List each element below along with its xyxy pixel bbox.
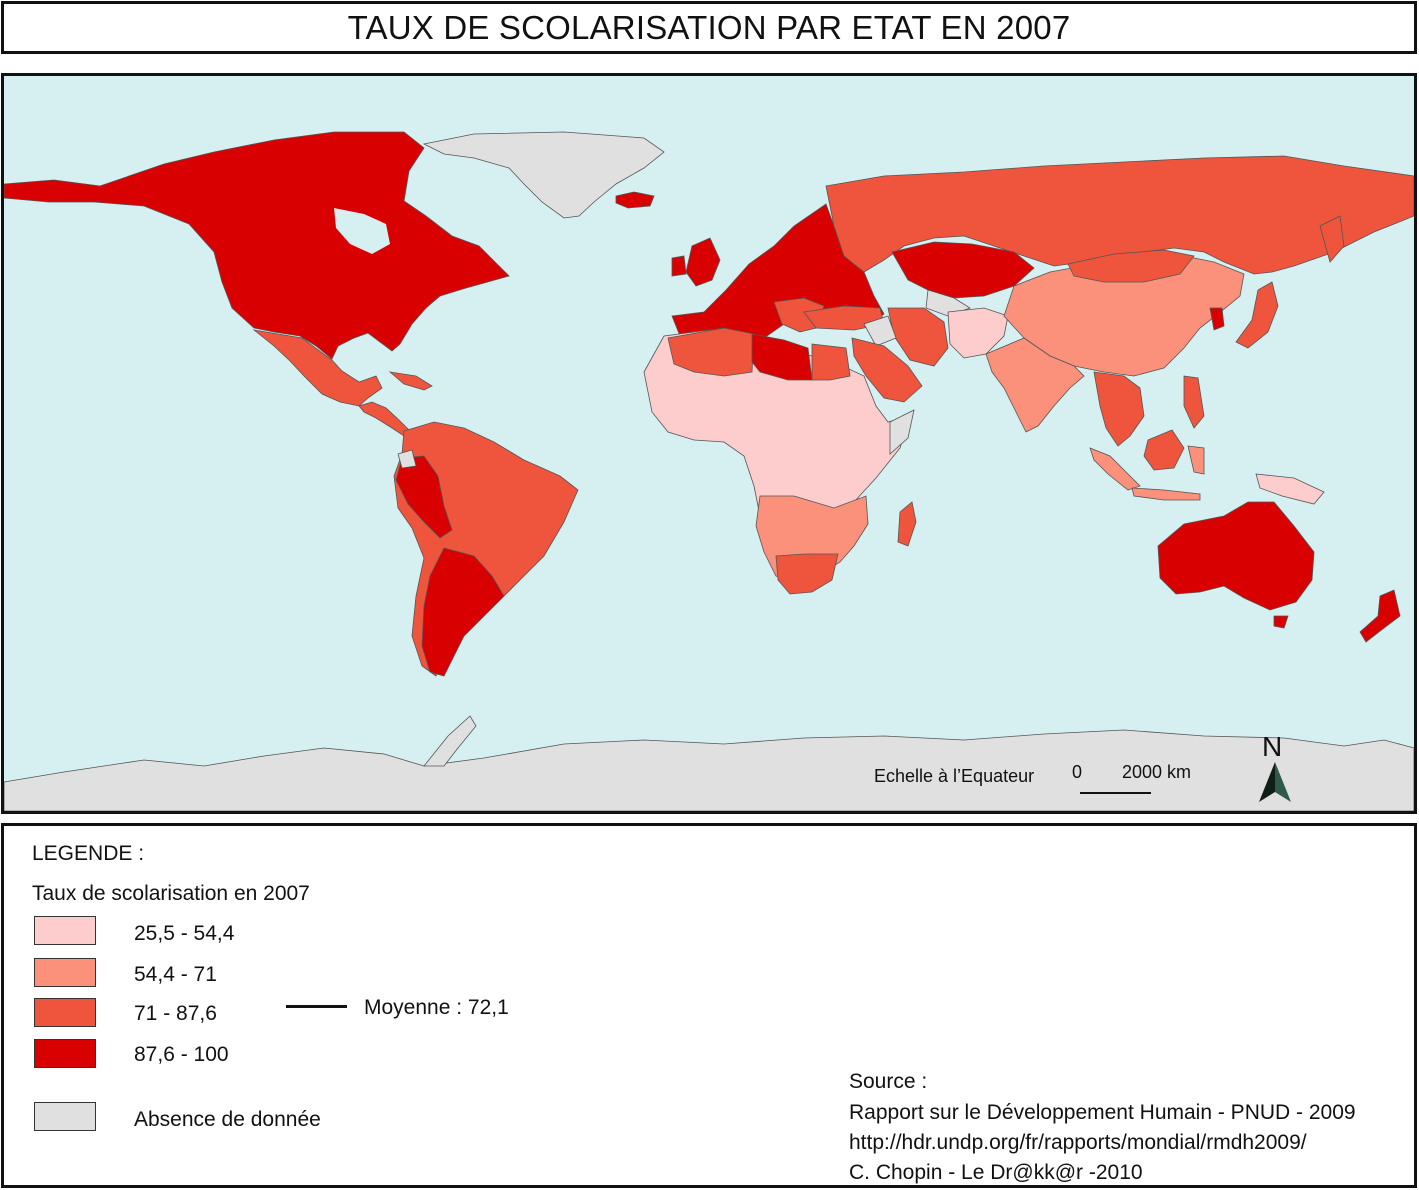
antarctic-peninsula-region — [423, 715, 477, 767]
kamchatka-region — [1319, 215, 1345, 263]
legend-swatch-class1 — [34, 916, 96, 945]
legend-swatch-class2 — [34, 958, 96, 987]
japan-region — [1235, 281, 1279, 349]
madagascar-region — [897, 501, 917, 547]
java-region — [1131, 487, 1201, 501]
australia-region — [1157, 501, 1315, 611]
legend-swatch-class4 — [34, 1039, 96, 1068]
libya-region — [751, 333, 813, 381]
north-arrow-icon — [1259, 762, 1291, 802]
map-title-frame: TAUX DE SCOLARISATION PAR ETAT EN 2007 — [1, 1, 1417, 54]
map-title: TAUX DE SCOLARISATION PAR ETAT EN 2007 — [347, 8, 1071, 46]
legend-label-class4: 87,6 - 100 — [134, 1043, 229, 1066]
argentina-region — [421, 547, 505, 677]
mongolia-region — [1067, 249, 1195, 283]
scale-zero: 0 — [1072, 762, 1082, 782]
legend-mean-label: Moyenne : 72,1 — [364, 996, 509, 1019]
caribbean-region — [388, 371, 433, 391]
korea-region — [1209, 307, 1225, 331]
world-map: Echelle à l’Equateur 0 2000 km N — [4, 76, 1414, 811]
legend-swatch-class3 — [34, 998, 96, 1027]
scale-distance: 2000 km — [1122, 762, 1191, 782]
antarctica-region — [4, 729, 1414, 811]
legend-panel: LEGENDE : Taux de scolarisation en 2007 … — [1, 823, 1417, 1188]
legend-heading: LEGENDE : — [32, 842, 145, 865]
russia-region — [825, 155, 1414, 275]
egypt-region — [811, 343, 851, 381]
source-line-2: http://hdr.undp.org/fr/rapports/mondial/… — [849, 1131, 1307, 1154]
afghanistan-region — [947, 307, 1009, 359]
ecuador-region — [397, 449, 417, 469]
legend-subtitle: Taux de scolarisation en 2007 — [32, 882, 310, 905]
new-zealand-region — [1359, 589, 1401, 643]
legend-swatch-no-data — [34, 1102, 96, 1131]
iran-region — [887, 307, 949, 367]
borneo-region — [1143, 429, 1185, 471]
hudson-bay — [334, 208, 390, 254]
mean-line-icon — [286, 1005, 347, 1008]
source-line-1: Rapport sur le Développement Humain - PN… — [849, 1101, 1356, 1124]
source-heading: Source : — [849, 1070, 928, 1093]
map-panel: Echelle à l’Equateur 0 2000 km N — [1, 73, 1417, 814]
sulawesi-region — [1187, 445, 1205, 475]
mexico-region — [252, 329, 383, 407]
philippines-region — [1183, 375, 1205, 429]
legend-label-class2: 54,4 - 71 — [134, 963, 217, 986]
india-region — [985, 337, 1085, 433]
greenland-region — [422, 131, 665, 219]
somalia-region — [889, 409, 915, 455]
ireland-region — [671, 255, 687, 277]
legend-label-no-data: Absence de donnée — [134, 1108, 321, 1131]
iceland-region — [615, 191, 655, 209]
iraq-region — [863, 315, 897, 347]
scale-label: Echelle à l’Equateur — [874, 766, 1034, 786]
legend-label-class3: 71 - 87,6 — [134, 1002, 217, 1025]
source-line-3: C. Chopin - Le Dr@kk@r -2010 — [849, 1161, 1143, 1184]
arabia-region — [851, 337, 923, 403]
north-america-region — [4, 131, 510, 360]
peru-region — [395, 455, 453, 539]
tasmania-region — [1273, 615, 1289, 629]
north-letter: N — [1262, 731, 1282, 762]
legend-label-class1: 25,5 - 54,4 — [134, 922, 235, 945]
papua-region — [1255, 473, 1325, 505]
south-africa-region — [775, 553, 839, 595]
indochina-region — [1093, 371, 1145, 447]
maghreb-region — [667, 327, 755, 377]
